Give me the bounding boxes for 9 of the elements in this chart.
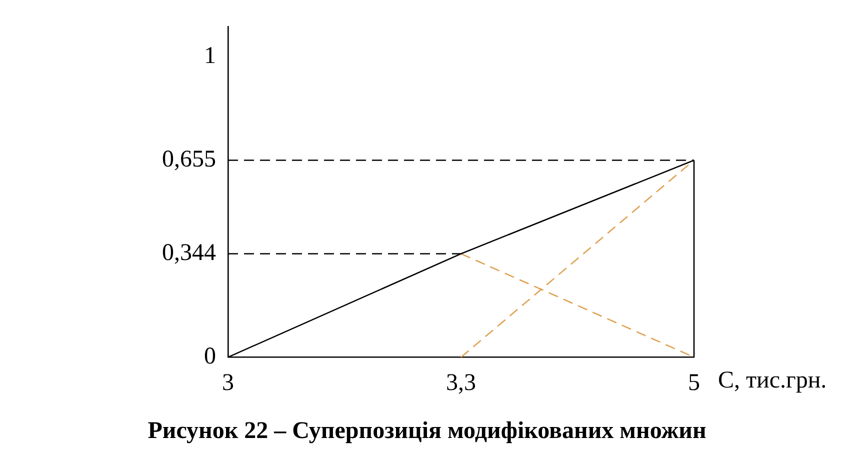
- x-axis-title: C, тис.грн.: [718, 367, 827, 394]
- y-tick-label: 0: [204, 343, 216, 370]
- x-tick-label: 3: [222, 370, 234, 396]
- y-tick-label: 1: [204, 42, 216, 69]
- x-tick-label: 3,3: [446, 370, 476, 396]
- text: Рисунок 22 – Суперпозиція модифікованих множин: [146, 418, 708, 445]
- x-tick-label: 5: [688, 370, 700, 396]
- y-tick-label: 0,655: [162, 146, 216, 173]
- y-tick-label: 0,344: [162, 240, 216, 266]
